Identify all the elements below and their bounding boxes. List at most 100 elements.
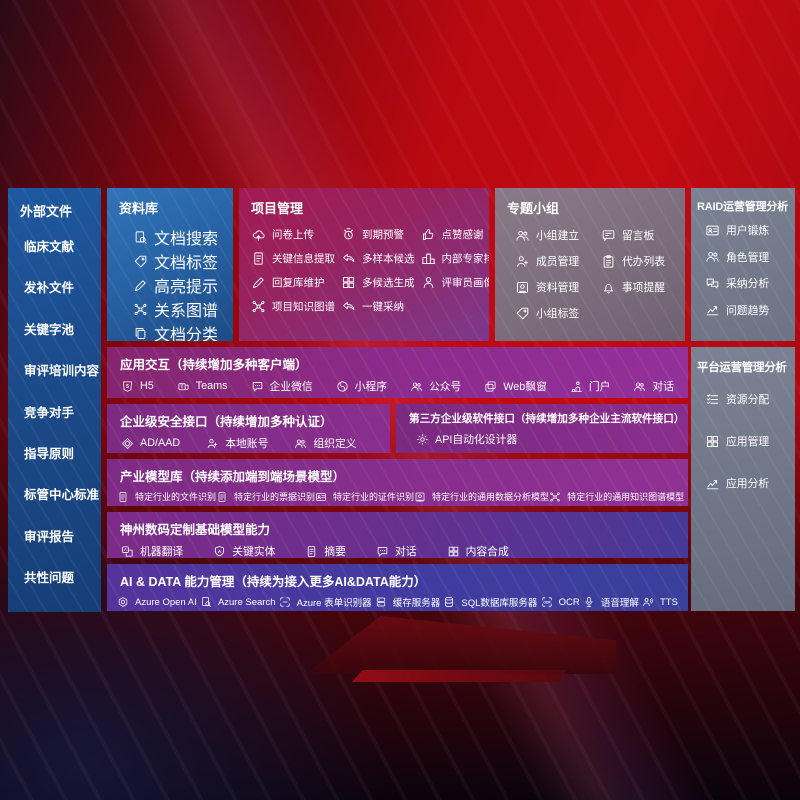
band-title: AI & DATA 能力管理（持续为接入更多AI&DATA能力） xyxy=(120,575,427,589)
feature-label: H5 xyxy=(140,380,154,392)
chat-icon xyxy=(376,545,389,558)
official-account-icon xyxy=(410,380,423,393)
sidebar-list: 临床文献 发补文件 关键字池 审评培训内容 竞争对手 指导原则 标管中心标准 审评报告 共性问题 xyxy=(8,222,101,604)
feature-label: 评审员画像 xyxy=(441,277,490,289)
doc-tag-icon xyxy=(133,254,148,269)
h5-icon: 5 xyxy=(121,380,134,393)
industry-models-band: 产业模型库（持续添加端到端场景模型） 特定行业的文件识别 特定行业的票据识别 特定行… xyxy=(107,459,688,506)
panel-title: RAID运营管理分析 xyxy=(697,201,788,213)
feature-label: Azure Search xyxy=(217,596,276,608)
web-popup-icon xyxy=(484,380,497,393)
feature-item: AD/AAD xyxy=(121,437,180,450)
feature-item: 文档分类 xyxy=(133,321,233,341)
feature-label: 门户 xyxy=(588,381,611,393)
one-click-adopt-icon xyxy=(341,299,356,314)
external-files-panel: 外部文件 临床文献 发补文件 关键字池 审评培训内容 竞争对手 指导原则 标管中心标准 审评报… xyxy=(8,188,101,612)
feature-label: 应用管理 xyxy=(726,436,770,448)
platform-ops-panel: 平台运营管理分析 资源分配 应用管理 应用分析 xyxy=(691,347,795,611)
feature-item: TTS xyxy=(642,596,678,608)
band-title: 第三方企业级软件接口（持续增加多种企业主流软件接口） xyxy=(409,413,685,425)
id-card-recognition-icon xyxy=(315,491,327,503)
feature-label: 文档搜索 xyxy=(154,231,219,248)
security-interface-list: AD/AAD 本地账号 组织定义 xyxy=(107,435,390,451)
feature-item: A 机器翻译 xyxy=(121,543,183,558)
feature-item: Azure Open AI xyxy=(117,596,197,608)
feature-label: 关系图谱 xyxy=(154,303,219,320)
sidebar-item: 发补文件 xyxy=(24,281,75,296)
feature-label: 文档分类 xyxy=(154,327,219,341)
feature-label: 回复库维护 xyxy=(272,277,325,289)
sidebar-item: 标管中心标准 xyxy=(24,488,100,503)
band-title: 神州数码定制基础模型能力 xyxy=(120,523,271,537)
feature-item: 角色管理 xyxy=(705,249,795,265)
feature-item: 5 H5 xyxy=(121,380,154,393)
tts-icon xyxy=(642,596,654,608)
feature-label: 小组标签 xyxy=(536,308,580,320)
feature-item: 缓存服务器 xyxy=(375,595,440,609)
feature-item: 文档搜索 xyxy=(133,225,233,249)
feature-label: 对话 xyxy=(652,381,674,393)
sidebar-item: 审评培训内容 xyxy=(24,364,100,379)
summary-icon xyxy=(305,545,318,558)
feature-item: Azure 表单识别器 xyxy=(279,595,372,609)
ad-aad-icon xyxy=(121,437,134,450)
svg-text:A: A xyxy=(218,548,222,553)
feature-label: 采纳分析 xyxy=(726,278,770,291)
local-account-icon xyxy=(206,437,219,450)
dialog-icon xyxy=(633,380,646,393)
feature-label: 关键实体 xyxy=(232,546,276,558)
app-interaction-list: 5 H5 T Teams 企业微信 小程序 公众号 Web飘窗 门户 对话 xyxy=(107,378,688,394)
feature-item: 点赞感谢 xyxy=(421,227,490,242)
azure-form-recognizer-icon xyxy=(279,596,291,608)
feature-item: 特定行业的证件识别 xyxy=(315,490,414,503)
feature-label: 点赞感谢 xyxy=(441,229,484,241)
third-party-interface-list: API自动化设计器 xyxy=(396,431,688,447)
feature-label: 本地账号 xyxy=(225,438,269,450)
feature-item: 组织定义 xyxy=(294,435,357,451)
key-info-extraction-icon xyxy=(251,251,266,266)
feature-item: 成员管理 xyxy=(515,253,595,269)
feature-item: 本地账号 xyxy=(206,435,268,451)
repository-list: 文档搜索 文档标签 高亮提示 关系图谱 文档分类 xyxy=(107,223,233,341)
portal-icon xyxy=(570,380,583,393)
svg-text:T: T xyxy=(180,384,184,390)
feature-item: 对话 xyxy=(376,543,417,558)
internal-expert-ranking-icon xyxy=(421,251,436,266)
api-designer-icon xyxy=(416,433,429,446)
ai-data-band: AI & DATA 能力管理（持续为接入更多AI&DATA能力） Azure O… xyxy=(107,564,688,611)
relation-graph-icon xyxy=(133,302,148,317)
sidebar-item: 指导原则 xyxy=(24,446,75,461)
monitor-stand xyxy=(306,616,616,674)
reminder-icon xyxy=(601,280,616,295)
group-create-icon xyxy=(515,228,530,243)
ai-data-list: Azure Open AI Azure Search Azure 表单识别器 缓存服务… xyxy=(107,595,688,609)
feature-item: 门户 xyxy=(570,378,611,394)
feature-label: 特定行业的证件识别 xyxy=(333,492,415,502)
third-party-interface-band: 第三方企业级软件接口（持续增加多种企业主流软件接口） API自动化设计器 xyxy=(396,404,688,453)
feature-item: 特定行业的通用知识图谱模型 xyxy=(549,490,684,503)
feature-label: 成员管理 xyxy=(536,256,580,268)
data-analysis-model-icon xyxy=(414,491,426,503)
feature-label: 到期预警 xyxy=(362,229,404,241)
band-title: 企业级安全接口（持续增加多种认证） xyxy=(120,415,333,429)
speech-understanding-icon xyxy=(583,596,595,608)
feature-label: 应用分析 xyxy=(726,478,770,490)
feature-item: 一键采纳 xyxy=(341,299,415,314)
band-title: 应用交互（持续增加多种客户端） xyxy=(120,358,308,372)
feature-label: 企业微信 xyxy=(269,381,313,393)
feature-item: SQL数据库服务器 xyxy=(443,595,537,609)
knowledge-graph-model-icon xyxy=(549,491,561,503)
key-entity-icon: A xyxy=(213,545,226,558)
feature-label: 问题趋势 xyxy=(726,304,770,317)
issue-trend-icon xyxy=(705,302,720,317)
feature-label: Web飘窗 xyxy=(503,381,547,393)
member-management-icon xyxy=(515,254,530,269)
feature-item: Web飘窗 xyxy=(484,378,547,394)
panel-title: 资料库 xyxy=(119,201,159,216)
receipt-recognition-icon xyxy=(216,491,228,503)
industry-models-list: 特定行业的文件识别 特定行业的票据识别 特定行业的证件识别 特定行业的通用数据分析模型… xyxy=(107,490,688,503)
sidebar-item: 竞争对手 xyxy=(24,405,75,420)
feature-label: 多候选生成 xyxy=(362,277,415,289)
app-interaction-band: 应用交互（持续增加多种客户端） 5 H5 T Teams 企业微信 小程序 公众号 Web飘窗… xyxy=(107,347,688,398)
